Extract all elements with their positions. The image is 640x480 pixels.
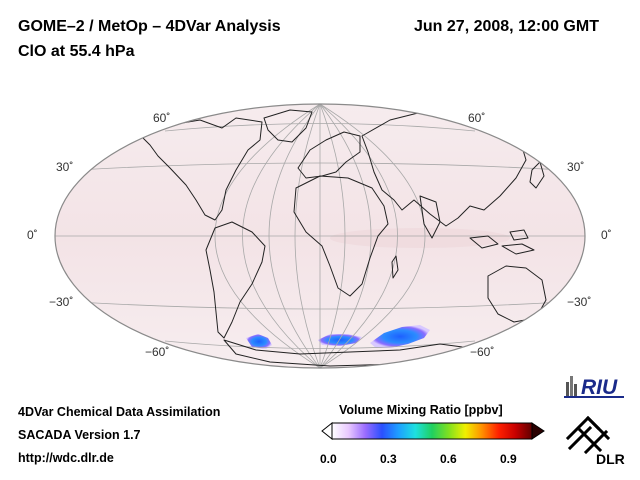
map-border bbox=[54, 103, 586, 369]
lat-label-30s-right: −30˚ bbox=[567, 295, 592, 309]
dlr-logo: DLR bbox=[565, 415, 625, 467]
lat-label-60s-right: −60˚ bbox=[470, 345, 495, 359]
lat-label-30n-right: 30˚ bbox=[567, 160, 585, 174]
footer-line-3: http://wdc.dlr.de bbox=[18, 451, 114, 465]
colorbar-gradient bbox=[331, 422, 533, 440]
lat-label-60n-left: 60˚ bbox=[153, 111, 171, 125]
tropical-band bbox=[330, 228, 510, 248]
lat-label-30s-left: −30˚ bbox=[49, 295, 74, 309]
footer-line-1: 4DVar Chemical Data Assimilation bbox=[18, 405, 221, 419]
colorbar-tick-1: 0.3 bbox=[380, 452, 397, 466]
riu-logo-text: RIU bbox=[581, 376, 618, 399]
clo-patch-west bbox=[246, 334, 272, 349]
lat-label-60n-right: 60˚ bbox=[468, 111, 486, 125]
africa-coast bbox=[293, 175, 389, 297]
graticule bbox=[55, 104, 585, 368]
lat-label-60s-left: −60˚ bbox=[145, 345, 170, 359]
coastlines bbox=[139, 109, 577, 367]
lat-label-eq-right: 0˚ bbox=[601, 228, 612, 242]
riu-logo: RIU bbox=[564, 376, 624, 399]
colorbar-over-arrow bbox=[531, 422, 545, 440]
species-title: ClO at 55.4 hPa bbox=[18, 43, 135, 60]
colorbar-tick-0: 0.0 bbox=[320, 452, 337, 466]
clo-patch-central bbox=[318, 334, 362, 346]
colorbar-under-arrow bbox=[321, 421, 333, 441]
datetime-label: Jun 27, 2008, 12:00 GMT bbox=[414, 18, 599, 35]
south-america-coast bbox=[205, 221, 266, 339]
new-zealand-coast bbox=[565, 309, 577, 333]
colorbar-title: Volume Mixing Ratio [ppbv] bbox=[339, 403, 503, 417]
clo-enhancement-region bbox=[246, 325, 430, 349]
madagascar-coast bbox=[391, 255, 399, 279]
dlr-logo-text: DLR bbox=[596, 451, 625, 467]
europe-coast bbox=[297, 131, 361, 179]
map-title: GOME–2 / MetOp – 4DVar Analysis bbox=[18, 18, 281, 35]
indonesia-coast bbox=[469, 229, 535, 255]
lat-label-30n-left: 30˚ bbox=[56, 160, 74, 174]
north-america-coast bbox=[139, 117, 263, 221]
colorbar bbox=[321, 421, 545, 441]
clo-patch-east bbox=[370, 325, 430, 348]
colorbar-tick-3: 0.9 bbox=[500, 452, 517, 466]
colorbar-tick-2: 0.6 bbox=[440, 452, 457, 466]
india-coast bbox=[419, 195, 441, 239]
greenland-coast bbox=[263, 109, 313, 143]
japan-coast bbox=[529, 161, 545, 189]
lat-label-eq-left: 0˚ bbox=[27, 228, 38, 242]
footer-line-2: SACADA Version 1.7 bbox=[18, 428, 141, 442]
